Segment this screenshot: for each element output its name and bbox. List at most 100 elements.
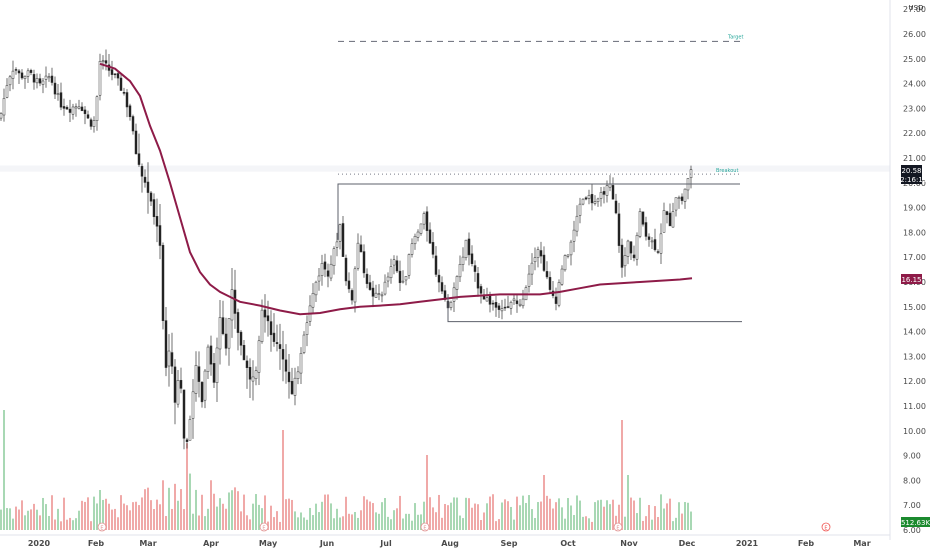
volume-bar — [519, 505, 521, 530]
candle-body — [491, 302, 495, 305]
x-tick-label: Feb — [798, 539, 815, 548]
volume-bar — [351, 514, 353, 530]
volume-bar — [249, 519, 251, 530]
x-tick-label: Jul — [379, 539, 392, 548]
candle-body — [623, 255, 627, 267]
candle-body — [599, 192, 603, 199]
candle-body — [617, 213, 621, 246]
volume-bar — [258, 504, 260, 530]
candle-body — [485, 297, 489, 302]
volume-bar — [300, 512, 302, 530]
volume-bar — [279, 521, 281, 530]
volume-bar — [108, 503, 110, 530]
candle-body — [281, 349, 285, 360]
candle-body — [47, 76, 51, 79]
volume-bar — [441, 517, 443, 530]
candle-body — [224, 333, 228, 349]
volume-bar — [387, 516, 389, 530]
volume-bar — [132, 502, 134, 530]
volume-bar — [528, 495, 530, 530]
x-tick-label: Dec — [679, 539, 696, 548]
candle-body — [671, 211, 675, 228]
volume-bar — [78, 510, 80, 530]
volume-bar — [360, 510, 362, 530]
volume-bar — [315, 503, 317, 530]
volume-bar — [6, 508, 8, 530]
candle-body — [677, 197, 681, 199]
volume-bar — [318, 512, 320, 530]
volume-bar — [657, 517, 659, 530]
volume-bar — [123, 503, 125, 530]
volume-bar — [447, 505, 449, 530]
volume-bar — [270, 505, 272, 530]
volume-bar — [609, 504, 611, 530]
volume-bar — [105, 498, 107, 530]
candle-body — [56, 93, 60, 95]
volume-bar — [426, 455, 428, 530]
volume-bar — [555, 502, 557, 530]
volume-bar — [372, 503, 374, 530]
candle-body — [602, 191, 606, 195]
candle-body — [410, 243, 414, 255]
candle-body — [389, 266, 393, 279]
candle-body — [641, 211, 645, 225]
volume-bar — [375, 512, 377, 530]
volume-bar — [57, 508, 59, 530]
volume-bar — [381, 502, 383, 530]
candle-body — [500, 308, 504, 312]
volume-bar — [591, 521, 593, 530]
candle-body — [143, 176, 147, 183]
volume-bar — [219, 498, 221, 530]
candle-body — [110, 69, 114, 75]
candle-body — [269, 321, 273, 336]
candle-body — [422, 213, 426, 225]
candle-body — [503, 306, 507, 309]
candle-body — [263, 309, 267, 318]
volume-bar — [384, 498, 386, 530]
candle-body — [467, 238, 471, 256]
volume-bar — [252, 503, 254, 530]
volume-bar — [309, 507, 311, 530]
candle-body — [329, 263, 333, 279]
candle-body — [569, 241, 573, 256]
candle-body — [380, 294, 384, 297]
time-axis[interactable]: 2020 Feb Mar Apr May Jun Jul Aug Sep Oct Nov Dec 202… — [0, 534, 890, 548]
volume-bar — [90, 521, 92, 530]
x-tick-label: Mar — [853, 539, 870, 548]
candle-body — [161, 245, 165, 321]
volume-bar — [210, 480, 212, 530]
ma-price-tag: 16.15 — [901, 274, 922, 284]
candle-body — [185, 439, 189, 442]
volume-bar — [414, 503, 416, 530]
candle-body — [350, 290, 354, 301]
price-axis[interactable]: 6.00 7.00 8.00 9.00 10.00 11.00 12.00 13.00 14.0… — [889, 0, 930, 540]
candle-body — [266, 315, 270, 322]
volume-bar — [522, 495, 524, 530]
candle-body — [179, 380, 183, 389]
volume-bar — [510, 506, 512, 530]
x-tick-label: May — [259, 539, 278, 548]
volume-bar — [207, 508, 209, 530]
candle-body — [590, 194, 594, 204]
volume-bar — [588, 518, 590, 530]
volume-bar — [483, 512, 485, 530]
volume-bar — [189, 473, 191, 530]
volume-tag: 512.63K — [901, 517, 930, 527]
volume-bar — [678, 502, 680, 530]
volume-bar — [255, 494, 257, 530]
y-tick-label: 17.00 — [903, 253, 926, 262]
candle-body — [578, 203, 582, 216]
candle-body — [542, 254, 546, 271]
volume-bar — [324, 494, 326, 530]
volume-bar — [327, 494, 329, 530]
volume-bar — [42, 497, 44, 530]
volume-bar — [639, 497, 641, 530]
candle-body — [92, 120, 96, 127]
candle-body — [344, 257, 348, 282]
candle-body — [26, 70, 30, 77]
candle-body — [572, 229, 576, 242]
candle-body — [608, 183, 612, 188]
candle-body — [38, 78, 42, 84]
